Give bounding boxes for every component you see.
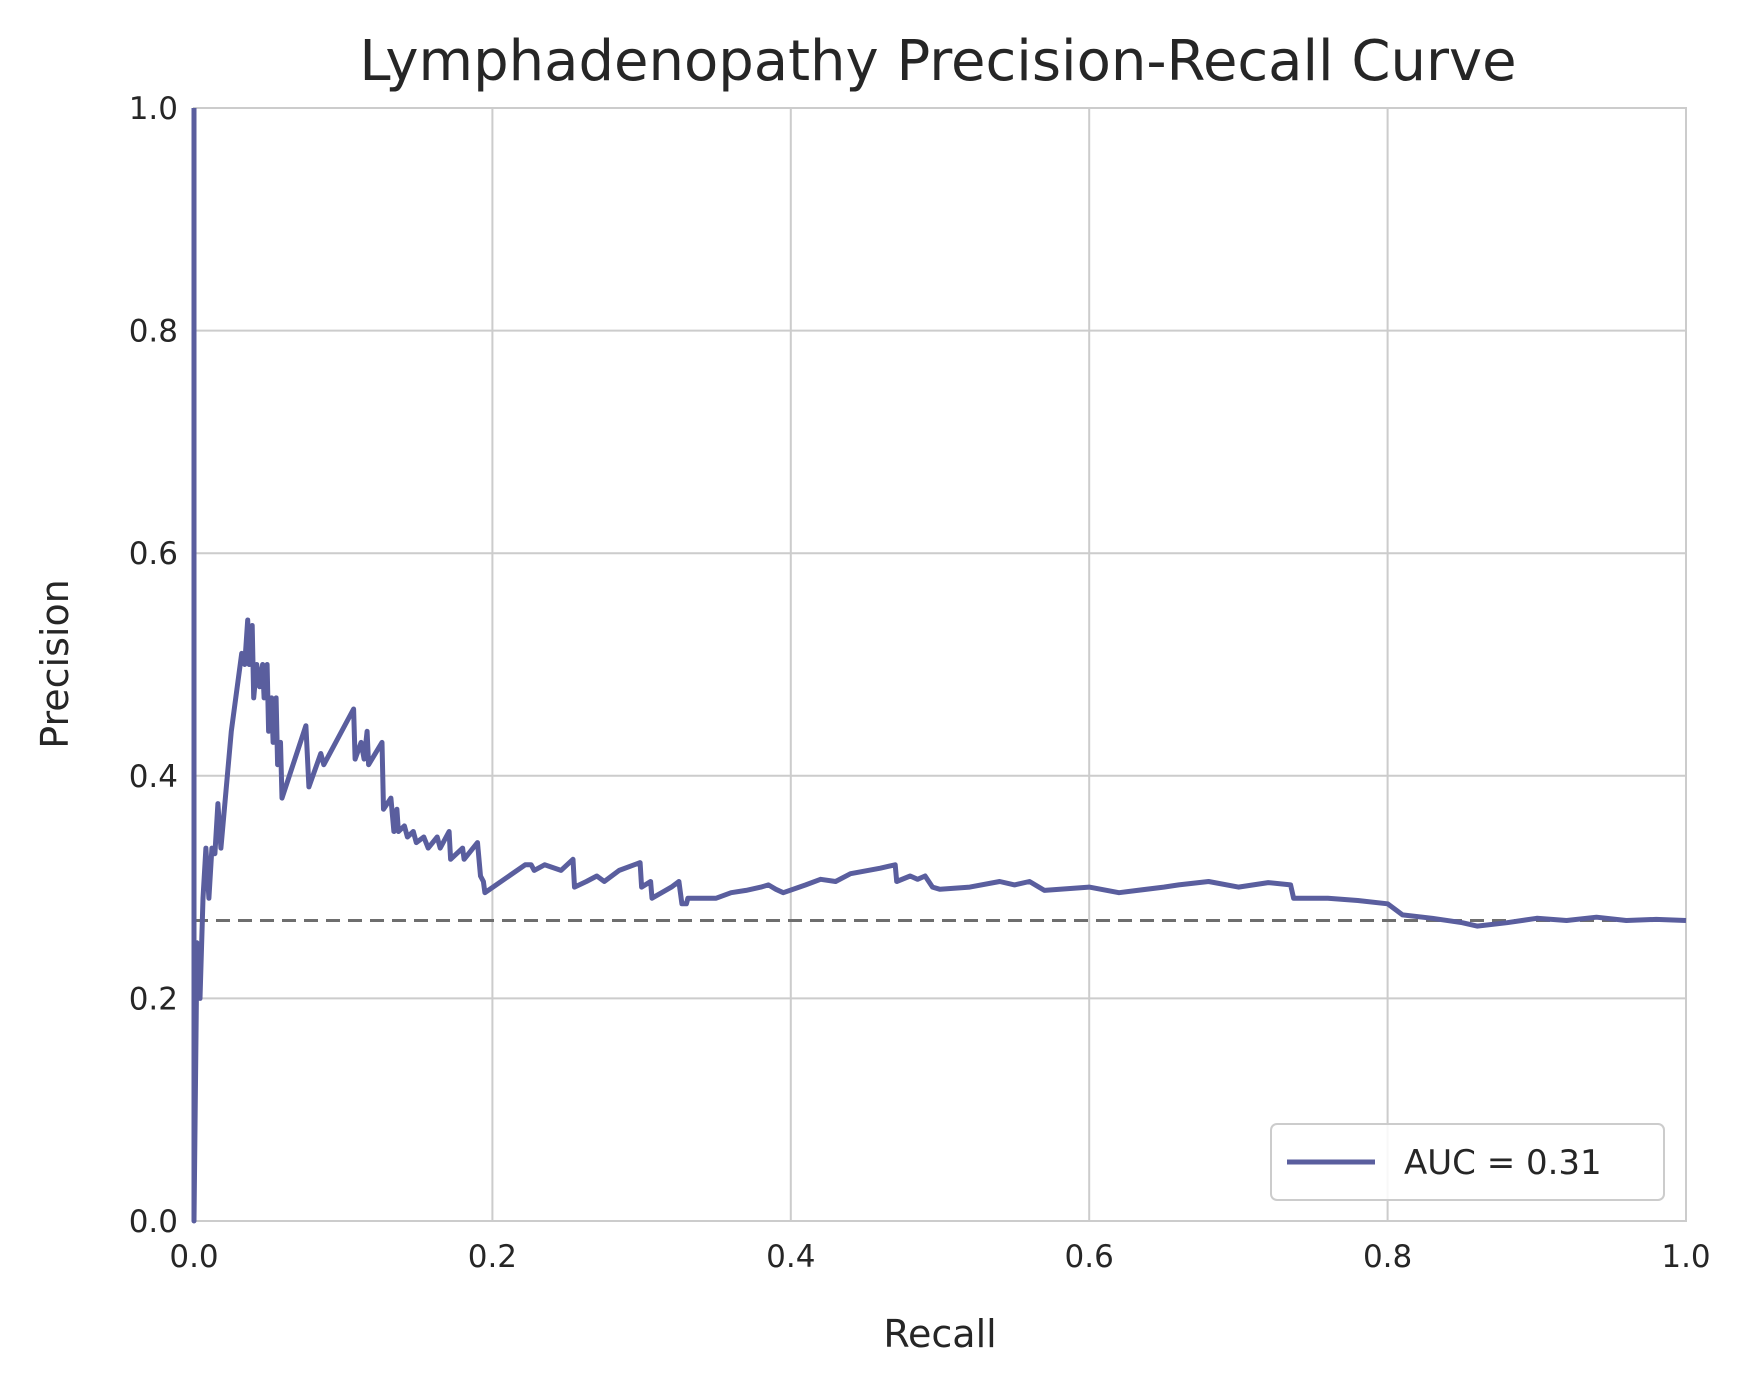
y-tick-label: 0.4: [129, 759, 178, 795]
x-axis-ticks: 0.0 0.2 0.4 0.6 0.8 1.0: [169, 1239, 1710, 1275]
series-lines: [191, 108, 1687, 1224]
x-tick-label: 0.4: [766, 1239, 815, 1275]
x-tick-label: 0.2: [468, 1239, 517, 1275]
x-tick-label: 0.0: [169, 1239, 218, 1275]
plot-area: [194, 108, 1686, 1221]
legend-box: [1270, 1123, 1665, 1201]
x-tick-label: 0.6: [1065, 1239, 1114, 1275]
y-tick-label: 1.0: [129, 91, 178, 127]
x-axis-label: Recall: [883, 1312, 996, 1356]
y-tick-label: 0.0: [129, 1204, 178, 1240]
y-axis-ticks: 0.0 0.2 0.4 0.6 0.8 1.0: [129, 91, 178, 1240]
legend-label: AUC = 0.31: [1404, 1143, 1602, 1183]
y-tick-label: 0.6: [129, 536, 178, 572]
grid-lines: [193, 107, 1687, 1222]
precision-recall-curve: [191, 108, 1687, 1224]
y-axis-label: Precision: [33, 579, 77, 749]
x-tick-label: 0.8: [1363, 1239, 1412, 1275]
x-tick-label: 1.0: [1661, 1239, 1710, 1275]
y-tick-label: 0.8: [129, 314, 178, 350]
legend: AUC = 0.31: [1270, 1123, 1665, 1201]
y-tick-label: 0.2: [129, 981, 178, 1017]
chart-title: Lymphadenopathy Precision-Recall Curve: [359, 29, 1516, 94]
